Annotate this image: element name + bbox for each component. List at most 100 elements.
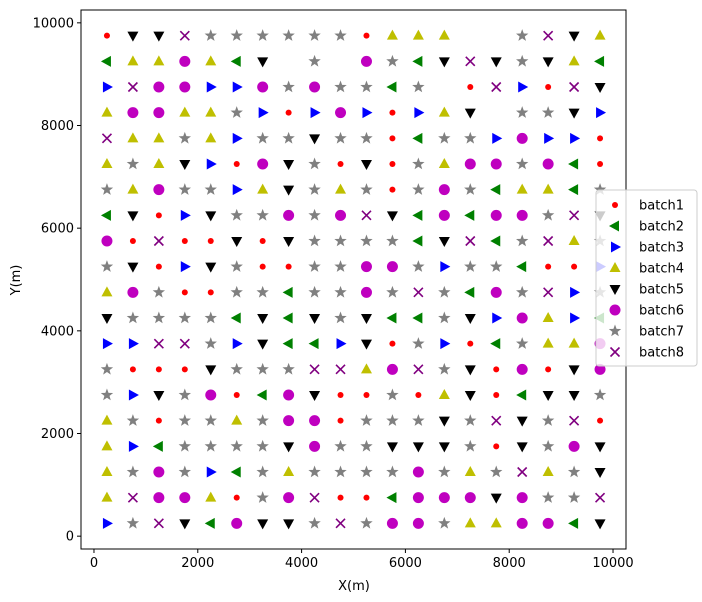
batch7-point	[178, 131, 191, 144]
batch4-point	[438, 389, 450, 399]
batch7-point	[438, 516, 451, 529]
batch4-point	[153, 158, 165, 168]
batch7-point	[464, 260, 477, 272]
batch1-point	[337, 417, 344, 424]
batch4-point	[231, 414, 243, 425]
batch7-point	[204, 311, 217, 324]
batch4-point	[127, 132, 139, 143]
x-axis-label: X(m)	[338, 579, 370, 594]
y-tick-label: 10000	[33, 16, 74, 31]
batch3-point	[102, 81, 113, 93]
batch2-point	[230, 312, 241, 324]
batch7-point	[282, 80, 295, 93]
batch7-point	[412, 337, 425, 349]
batch1-point	[389, 161, 396, 167]
batch6-point	[179, 55, 191, 67]
batch6-point	[179, 81, 191, 93]
batch4-point	[153, 55, 165, 66]
batch3-point	[128, 338, 139, 350]
batch6-point	[153, 492, 165, 504]
batch2-point	[230, 55, 241, 67]
batch7-point	[464, 439, 477, 452]
batch1-point	[597, 417, 604, 424]
batch7-point	[230, 106, 243, 118]
batch4-point	[101, 440, 113, 451]
batch6-point	[516, 132, 528, 144]
batch6-point	[412, 492, 424, 504]
batch1-point	[181, 238, 188, 244]
batch6-point	[386, 261, 398, 273]
batch1-point	[597, 135, 604, 142]
batch7-point	[541, 106, 555, 118]
batch1-point	[233, 494, 240, 501]
y-tick-label: 2000	[41, 427, 74, 442]
batch7-point	[516, 234, 529, 247]
batch7-point	[360, 80, 373, 93]
marks-layer	[100, 29, 607, 530]
batch2-point	[100, 55, 111, 67]
batch1-point	[545, 263, 552, 270]
batch3-point	[570, 286, 581, 298]
batch3-point	[414, 107, 425, 119]
batch5-point	[386, 442, 398, 453]
batch7-point	[412, 183, 425, 195]
batch4-point	[101, 466, 113, 476]
batch7-point	[516, 285, 529, 298]
batch6-point	[360, 286, 372, 298]
batch6-point	[412, 466, 424, 478]
batch5-point	[257, 519, 269, 530]
batch1-point	[207, 238, 214, 244]
batch3-point	[362, 107, 373, 119]
batch3-point	[596, 107, 607, 119]
batch8-point	[309, 364, 320, 375]
batch1-point	[493, 366, 500, 373]
batch5-point	[568, 391, 580, 401]
batch7-point	[334, 311, 347, 324]
batch4-point	[438, 106, 450, 117]
batch1-point	[155, 263, 162, 270]
batch5-point	[490, 57, 502, 68]
batch6-point	[153, 81, 165, 93]
batch7-point	[541, 208, 555, 221]
batch1-point	[363, 494, 370, 501]
batch8-point	[543, 287, 554, 298]
batch6-point	[542, 158, 554, 170]
batch7-point	[386, 414, 399, 426]
batch7-point	[334, 131, 347, 144]
batch1-point	[207, 289, 214, 296]
batch5-point	[594, 83, 606, 93]
batch1-point	[545, 366, 552, 373]
batch7-point	[412, 414, 425, 426]
batch8-point	[153, 518, 164, 529]
batch2-point	[464, 286, 475, 298]
batch2-point	[464, 209, 475, 221]
batch2-point	[230, 466, 241, 478]
batch4-point	[127, 183, 139, 194]
batch7-point	[178, 439, 191, 452]
batch8-point	[179, 30, 190, 41]
legend-frame	[595, 189, 698, 367]
batch7-point	[334, 260, 347, 272]
batch6-point	[516, 312, 528, 324]
batch1-point	[233, 392, 240, 398]
batch6-point	[360, 55, 372, 67]
batch7-point	[126, 157, 140, 170]
batch2-point	[568, 184, 579, 196]
batch7-point	[204, 414, 217, 426]
batch7-point	[490, 465, 503, 478]
batch7-point	[308, 516, 321, 529]
x-tick-label: 2000	[181, 556, 214, 571]
batch4-point	[101, 414, 113, 425]
legend-marker-batch1	[612, 202, 618, 208]
batch2-point	[490, 235, 501, 247]
batch1-point	[337, 161, 344, 167]
batch5-point	[153, 391, 165, 401]
batch7-point	[256, 131, 269, 144]
batch7-point	[256, 414, 269, 426]
batch2-point	[282, 312, 293, 324]
batch1-point	[545, 84, 552, 90]
batch5-point	[438, 237, 450, 247]
batch8-point	[127, 81, 138, 93]
batch1-point	[363, 392, 370, 398]
x-tick-label: 0	[90, 556, 98, 571]
